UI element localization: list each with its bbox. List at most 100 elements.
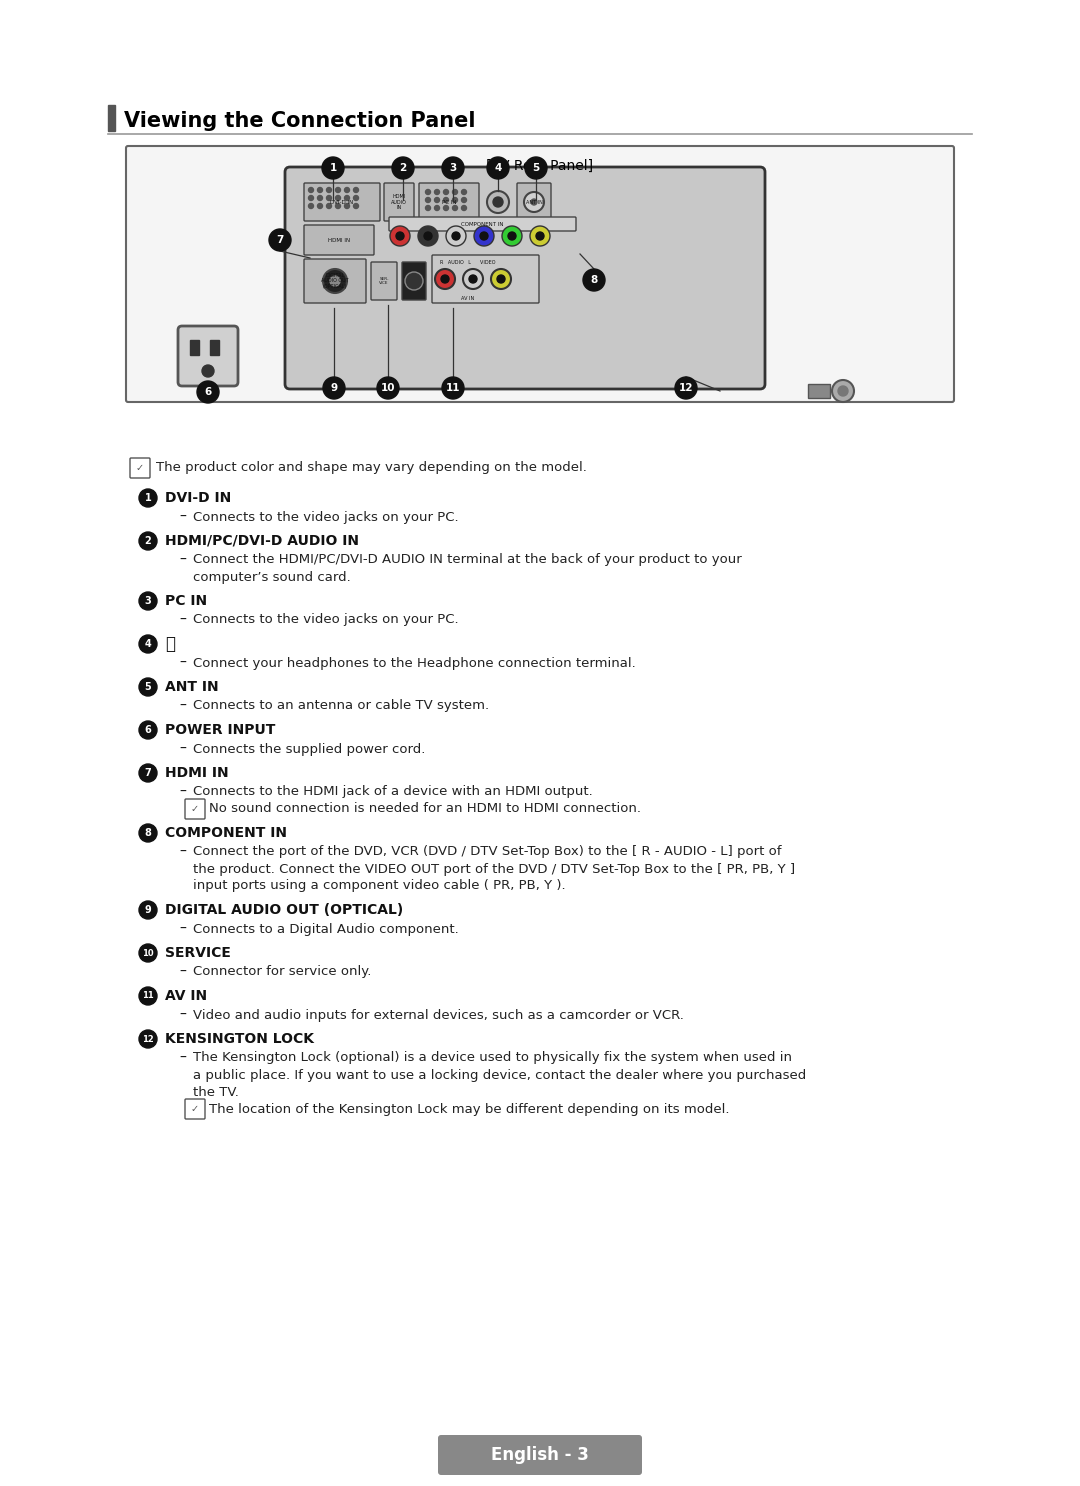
Text: COMPONENT IN: COMPONENT IN bbox=[461, 221, 503, 226]
Text: Connect the HDMI/PC/DVI-D AUDIO IN terminal at the back of your product to your: Connect the HDMI/PC/DVI-D AUDIO IN termi… bbox=[193, 553, 742, 566]
Text: computer’s sound card.: computer’s sound card. bbox=[193, 571, 351, 584]
Circle shape bbox=[461, 190, 467, 195]
Text: Connects to the video jacks on your PC.: Connects to the video jacks on your PC. bbox=[193, 511, 459, 523]
Text: 12: 12 bbox=[143, 1034, 153, 1043]
Text: 8: 8 bbox=[591, 275, 597, 285]
Circle shape bbox=[139, 489, 157, 507]
Circle shape bbox=[491, 269, 511, 288]
Circle shape bbox=[345, 187, 350, 193]
Text: DIGITAL
AUDIO OUT
(OPTICAL): DIGITAL AUDIO OUT (OPTICAL) bbox=[321, 273, 349, 290]
Circle shape bbox=[336, 196, 340, 201]
Text: No sound connection is needed for an HDMI to HDMI connection.: No sound connection is needed for an HDM… bbox=[210, 802, 642, 816]
Text: –: – bbox=[179, 698, 186, 713]
Circle shape bbox=[474, 226, 494, 247]
Circle shape bbox=[531, 199, 537, 205]
Circle shape bbox=[345, 204, 350, 208]
Circle shape bbox=[492, 198, 503, 207]
Text: 6: 6 bbox=[204, 386, 212, 397]
Circle shape bbox=[309, 196, 313, 201]
Circle shape bbox=[353, 187, 359, 193]
Text: Connects to an antenna or cable TV system.: Connects to an antenna or cable TV syste… bbox=[193, 700, 489, 712]
Text: –: – bbox=[179, 510, 186, 525]
Text: HDMI IN: HDMI IN bbox=[328, 238, 350, 242]
Text: Connector for service only.: Connector for service only. bbox=[193, 966, 372, 978]
Text: POWER INPUT: POWER INPUT bbox=[165, 724, 275, 737]
Circle shape bbox=[345, 196, 350, 201]
Circle shape bbox=[469, 275, 477, 282]
Circle shape bbox=[139, 901, 157, 918]
Circle shape bbox=[487, 158, 509, 178]
Circle shape bbox=[326, 196, 332, 201]
Text: Viewing the Connection Panel: Viewing the Connection Panel bbox=[124, 111, 475, 131]
Text: DIGITAL AUDIO OUT (OPTICAL): DIGITAL AUDIO OUT (OPTICAL) bbox=[165, 903, 403, 917]
Text: –: – bbox=[179, 921, 186, 936]
FancyBboxPatch shape bbox=[185, 1100, 205, 1119]
Text: Video and audio inputs for external devices, such as a camcorder or VCR.: Video and audio inputs for external devi… bbox=[193, 1009, 684, 1021]
Text: The product color and shape may vary depending on the model.: The product color and shape may vary dep… bbox=[156, 462, 586, 474]
Text: English - 3: English - 3 bbox=[491, 1446, 589, 1464]
Text: –: – bbox=[179, 655, 186, 670]
Text: ✓: ✓ bbox=[136, 464, 144, 473]
Text: –: – bbox=[179, 553, 186, 568]
Text: Connect your headphones to the Headphone connection terminal.: Connect your headphones to the Headphone… bbox=[193, 657, 636, 670]
Text: PC IN: PC IN bbox=[165, 594, 207, 608]
Circle shape bbox=[309, 204, 313, 208]
Text: KENSINGTON LOCK: KENSINGTON LOCK bbox=[165, 1031, 314, 1046]
Text: input ports using a component video cable ( PR, PB, Y ).: input ports using a component video cabl… bbox=[193, 880, 566, 893]
Text: 9: 9 bbox=[145, 905, 151, 915]
FancyBboxPatch shape bbox=[402, 262, 426, 300]
Text: Connects to a Digital Audio component.: Connects to a Digital Audio component. bbox=[193, 923, 459, 936]
Circle shape bbox=[139, 764, 157, 782]
FancyBboxPatch shape bbox=[285, 166, 765, 389]
Circle shape bbox=[444, 205, 448, 211]
Circle shape bbox=[461, 205, 467, 211]
Text: Connects the supplied power cord.: Connects the supplied power cord. bbox=[193, 743, 426, 755]
Text: 🎧: 🎧 bbox=[165, 635, 175, 652]
Circle shape bbox=[536, 232, 544, 241]
Text: 2: 2 bbox=[145, 536, 151, 545]
FancyBboxPatch shape bbox=[126, 146, 954, 403]
FancyBboxPatch shape bbox=[303, 224, 374, 256]
Text: –: – bbox=[179, 742, 186, 756]
Text: HDMI/PC/DVI-D AUDIO IN: HDMI/PC/DVI-D AUDIO IN bbox=[165, 533, 359, 548]
Text: the product. Connect the VIDEO OUT port of the DVD / DTV Set-Top Box to the [ PR: the product. Connect the VIDEO OUT port … bbox=[193, 862, 795, 875]
FancyBboxPatch shape bbox=[438, 1435, 642, 1476]
Text: 8: 8 bbox=[145, 828, 151, 838]
FancyBboxPatch shape bbox=[432, 256, 539, 303]
Text: [TV Rear Panel]: [TV Rear Panel] bbox=[486, 159, 594, 172]
Circle shape bbox=[139, 635, 157, 652]
Text: 10: 10 bbox=[143, 948, 153, 957]
Text: DVI-D IN: DVI-D IN bbox=[330, 199, 353, 205]
Circle shape bbox=[530, 226, 550, 247]
Text: 6: 6 bbox=[145, 725, 151, 736]
Text: the TV.: the TV. bbox=[193, 1085, 239, 1098]
Circle shape bbox=[336, 204, 340, 208]
Circle shape bbox=[434, 205, 440, 211]
FancyBboxPatch shape bbox=[384, 183, 414, 221]
Circle shape bbox=[139, 721, 157, 739]
Circle shape bbox=[453, 190, 458, 195]
Text: DVI-D IN: DVI-D IN bbox=[165, 490, 231, 505]
Text: AV IN: AV IN bbox=[461, 296, 474, 300]
Circle shape bbox=[463, 269, 483, 288]
Circle shape bbox=[502, 226, 522, 247]
Circle shape bbox=[323, 377, 345, 400]
Circle shape bbox=[453, 198, 458, 202]
Circle shape bbox=[330, 276, 340, 285]
Circle shape bbox=[353, 204, 359, 208]
Circle shape bbox=[139, 591, 157, 609]
Circle shape bbox=[139, 944, 157, 961]
Circle shape bbox=[418, 226, 438, 247]
Text: AV IN: AV IN bbox=[165, 990, 207, 1003]
FancyBboxPatch shape bbox=[389, 217, 576, 230]
Text: HDMI IN: HDMI IN bbox=[165, 765, 229, 780]
Circle shape bbox=[139, 1030, 157, 1048]
Text: 9: 9 bbox=[330, 383, 338, 392]
Circle shape bbox=[435, 269, 455, 288]
Text: 2: 2 bbox=[400, 163, 407, 172]
Text: –: – bbox=[179, 614, 186, 627]
Text: 11: 11 bbox=[143, 991, 153, 1000]
Circle shape bbox=[444, 198, 448, 202]
Text: 4: 4 bbox=[145, 639, 151, 649]
Text: ✓: ✓ bbox=[191, 1104, 199, 1114]
